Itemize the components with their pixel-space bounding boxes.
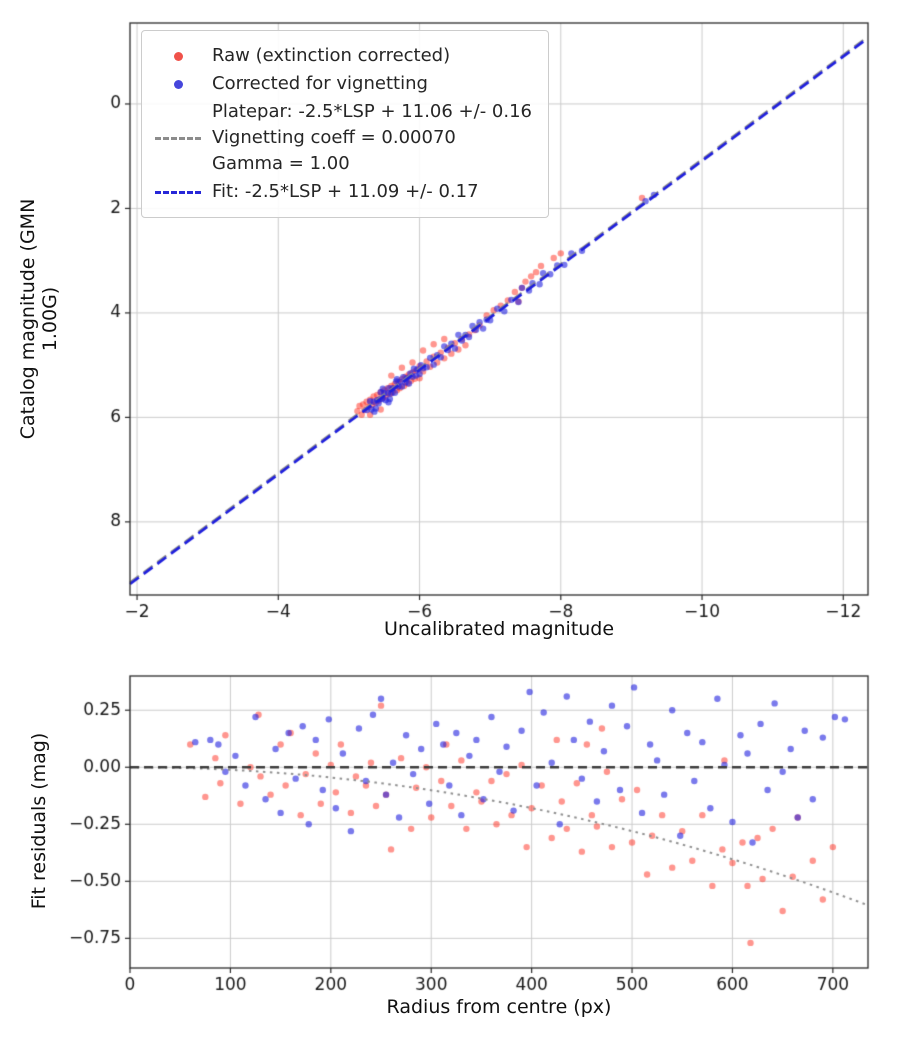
gamma-text: Gamma = 1.00 xyxy=(212,153,350,174)
legend-handle-box xyxy=(154,136,202,140)
legend-handle-box xyxy=(154,79,202,89)
legend-item-corrected: Corrected for vignetting xyxy=(154,71,532,97)
vignetting-coeff-text: Vignetting coeff = 0.00070 xyxy=(212,127,456,148)
red-dot-marker xyxy=(173,51,183,61)
platepar-dashed-line-marker xyxy=(155,136,201,140)
platepar-equation: Platepar: -2.5*LSP + 11.06 +/- 0.16 xyxy=(212,101,532,122)
legend: Raw (extinction corrected) Corrected for… xyxy=(141,30,549,218)
legend-item-fit: Fit: -2.5*LSP + 11.09 +/- 0.17 xyxy=(154,179,532,205)
legend-label-fit: Fit: -2.5*LSP + 11.09 +/- 0.17 xyxy=(212,181,479,202)
bottom-xaxis-label: Radius from centre (px) xyxy=(386,996,612,1018)
legend-label-platepar: Platepar: -2.5*LSP + 11.06 +/- 0.16 Vign… xyxy=(212,99,532,177)
legend-item-raw: Raw (extinction corrected) xyxy=(154,43,532,69)
legend-label-corrected: Corrected for vignetting xyxy=(212,73,428,94)
fit-dashed-line-marker xyxy=(155,190,201,194)
legend-handle-box xyxy=(154,190,202,194)
top-xaxis-label: Uncalibrated magnitude xyxy=(383,618,615,640)
legend-label-raw: Raw (extinction corrected) xyxy=(212,45,451,66)
blue-dot-marker xyxy=(173,79,183,89)
legend-item-platepar: Platepar: -2.5*LSP + 11.06 +/- 0.16 Vign… xyxy=(154,99,532,177)
legend-handle-box xyxy=(154,51,202,61)
top-yaxis-label: Catalog magnitude (GMN 1.00G) xyxy=(17,198,61,440)
bottom-yaxis-label: Fit residuals (mag) xyxy=(28,732,50,910)
